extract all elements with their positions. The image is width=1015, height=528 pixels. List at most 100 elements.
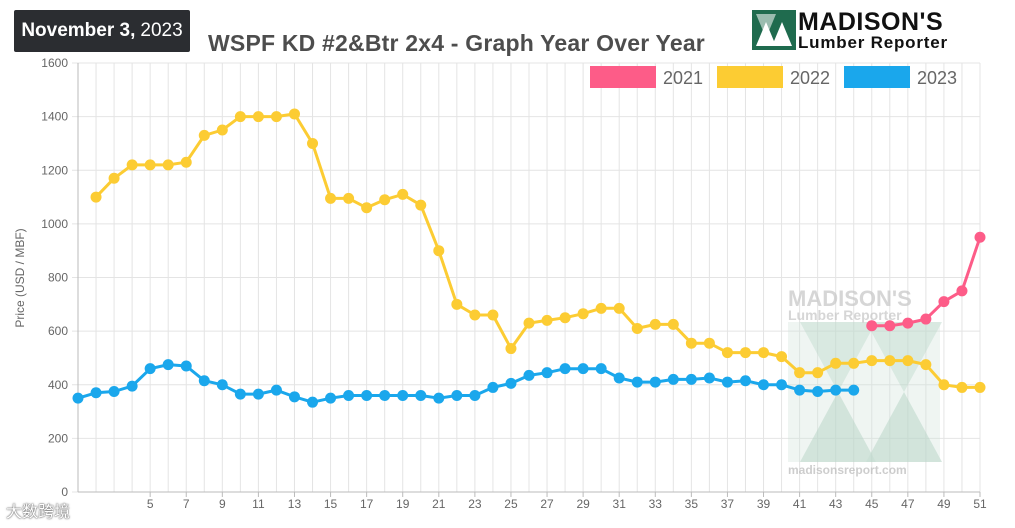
series-layer xyxy=(72,108,986,408)
x-tick-label: 19 xyxy=(396,497,410,511)
data-point-2023 xyxy=(198,375,210,387)
chart-watermark: MADISON'S Lumber Reporter madisonsreport… xyxy=(788,286,942,477)
data-point-2022 xyxy=(541,314,553,326)
data-point-2023 xyxy=(72,392,84,404)
x-tick-label: 7 xyxy=(183,497,190,511)
data-point-2023 xyxy=(180,360,192,372)
data-point-2022 xyxy=(920,359,932,371)
data-point-2021 xyxy=(974,231,986,243)
y-tick-label: 1200 xyxy=(41,163,68,177)
data-point-2022 xyxy=(758,347,770,359)
x-tick-label: 31 xyxy=(613,497,627,511)
series-2022 xyxy=(90,108,986,393)
x-tick-label: 23 xyxy=(468,497,482,511)
logo-subtitle: Lumber Reporter xyxy=(798,33,948,52)
y-tick-label: 1000 xyxy=(41,217,68,231)
data-point-2023 xyxy=(90,387,102,399)
data-point-2023 xyxy=(577,363,589,375)
data-point-2021 xyxy=(902,317,914,329)
data-point-2023 xyxy=(721,376,733,388)
x-tick-label: 11 xyxy=(252,497,265,511)
x-tick-label: 47 xyxy=(901,497,915,511)
data-point-2022 xyxy=(361,202,373,214)
data-point-2022 xyxy=(830,357,842,369)
series-line-2023 xyxy=(77,363,854,404)
data-point-2022 xyxy=(631,322,643,334)
x-tick-label: 35 xyxy=(685,497,699,511)
x-tick-label: 51 xyxy=(973,497,987,511)
data-point-2022 xyxy=(415,199,427,211)
logo-mark-icon xyxy=(752,10,796,50)
data-point-2022 xyxy=(451,298,463,310)
data-point-2021 xyxy=(884,320,896,332)
x-tick-label: 9 xyxy=(219,497,226,511)
data-point-2023 xyxy=(234,388,246,400)
chart-legend: 2021 2022 2023 xyxy=(590,66,957,88)
data-point-2023 xyxy=(667,373,679,385)
data-point-2021 xyxy=(920,313,932,325)
madisons-logo: MADISON'S Lumber Reporter xyxy=(752,8,1008,54)
data-point-2023 xyxy=(270,384,282,396)
data-point-2023 xyxy=(144,363,156,375)
data-point-2021 xyxy=(956,285,968,297)
y-tick-label: 0 xyxy=(61,485,68,499)
x-tick-label: 37 xyxy=(721,497,735,511)
data-point-2023 xyxy=(288,391,300,403)
data-point-2023 xyxy=(541,367,553,379)
date-badge: November 3, 2023 xyxy=(14,10,190,52)
data-point-2022 xyxy=(559,312,571,324)
data-point-2022 xyxy=(523,317,535,329)
data-point-2023 xyxy=(776,379,788,391)
source-watermark-text: 大数跨境 xyxy=(6,504,71,521)
data-point-2023 xyxy=(631,376,643,388)
data-point-2022 xyxy=(234,111,246,123)
data-point-2022 xyxy=(577,308,589,320)
data-point-2022 xyxy=(721,347,733,359)
data-point-2023 xyxy=(162,359,174,371)
data-point-2022 xyxy=(902,355,914,367)
legend-label-2021: 2021 xyxy=(663,68,703,88)
data-point-2022 xyxy=(649,318,661,330)
data-point-2022 xyxy=(198,129,210,141)
chart-grid xyxy=(72,62,981,493)
x-tick-label: 43 xyxy=(829,497,843,511)
data-point-2022 xyxy=(487,309,499,321)
legend-item-2023: 2023 xyxy=(844,66,957,88)
legend-swatch-2022 xyxy=(717,66,783,88)
data-point-2022 xyxy=(379,194,391,206)
data-point-2022 xyxy=(144,159,156,171)
data-point-2022 xyxy=(848,357,860,369)
x-tick-label: 13 xyxy=(288,497,302,511)
data-point-2022 xyxy=(162,159,174,171)
data-point-2022 xyxy=(794,367,806,379)
data-point-2023 xyxy=(848,384,860,396)
y-tick-label: 400 xyxy=(48,378,68,392)
data-point-2022 xyxy=(270,111,282,123)
x-tick-label: 39 xyxy=(757,497,771,511)
data-point-2023 xyxy=(487,381,499,393)
y-tick-label: 200 xyxy=(48,431,68,445)
data-point-2022 xyxy=(252,111,264,123)
x-tick-label: 5 xyxy=(147,497,154,511)
data-point-2023 xyxy=(685,373,697,385)
x-tick-label: 15 xyxy=(324,497,338,511)
data-point-2023 xyxy=(703,372,715,384)
x-tick-labels: 5 7 9 11 13 15 17 19 21 23 25 27 29 31 33 35 37 39 41 43 45 4… xyxy=(147,497,987,511)
watermark-name: MADISON'S xyxy=(788,286,912,311)
data-point-2023 xyxy=(379,389,391,401)
data-point-2022 xyxy=(739,347,751,359)
legend-label-2022: 2022 xyxy=(790,68,830,88)
date-label: November 3, xyxy=(21,20,136,41)
legend-item-2021: 2021 xyxy=(590,66,703,88)
data-point-2022 xyxy=(703,337,715,349)
data-point-2023 xyxy=(758,379,770,391)
data-point-2023 xyxy=(469,389,481,401)
data-point-2023 xyxy=(108,385,120,397)
data-point-2023 xyxy=(343,389,355,401)
series-2021 xyxy=(866,231,986,332)
x-tick-label: 21 xyxy=(432,497,446,511)
data-point-2022 xyxy=(776,351,788,363)
logo-name: MADISON'S xyxy=(798,8,944,36)
data-point-2023 xyxy=(739,375,751,387)
